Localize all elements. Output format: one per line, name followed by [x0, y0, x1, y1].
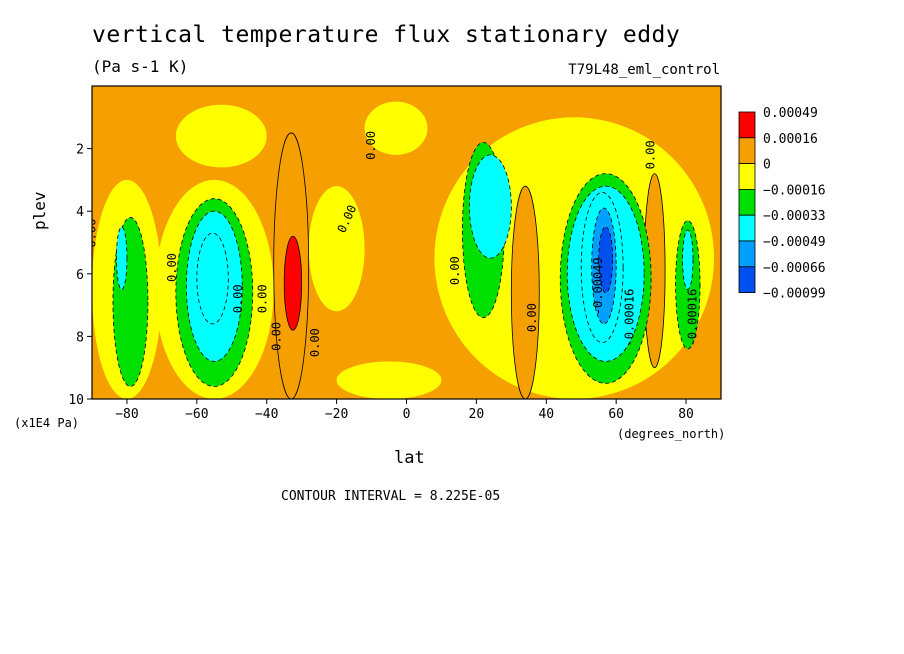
y-tick-label: 10 [68, 393, 84, 408]
colorbar-label: −0.00099 [763, 287, 826, 302]
contour-label: 0.00 [270, 322, 284, 351]
contour-label: 0.00 [525, 303, 539, 332]
x-tick-label: −60 [185, 407, 208, 422]
x-tick-label: 40 [538, 407, 554, 422]
colorbar-label: −0.00016 [763, 183, 826, 198]
units-label: (Pa s-1 K) [92, 57, 189, 76]
x-axis-unit-label: (degrees_north) [617, 427, 726, 441]
contour-label: 0.00 [165, 253, 179, 282]
run-name-label: T79L48_eml_control [568, 62, 720, 78]
contour-region-positive-strong [283, 235, 303, 331]
contour-label: 0.00 [448, 256, 462, 285]
contour-label: 0.00 [256, 284, 270, 313]
colorbar-label: 0 [763, 158, 771, 173]
y-tick-label: 8 [76, 330, 84, 345]
y-axis-unit-label: (x1E4 Pa) [14, 416, 80, 430]
x-tick-label: 20 [469, 407, 485, 422]
contour-region-negative-moderate [682, 229, 694, 290]
contour-region-negative-extreme [598, 226, 614, 293]
colorbar-label: 0.00016 [763, 132, 818, 147]
colorbar-swatch [738, 163, 756, 190]
colorbar-swatch [738, 214, 756, 242]
colorbar-swatch [738, 111, 756, 139]
x-tick-label: 0 [403, 407, 411, 422]
contour-label: 0.00 [364, 131, 378, 160]
x-axis-label: lat [394, 448, 425, 468]
contour-label: -0.00016 [623, 289, 637, 347]
x-tick-label: 60 [608, 407, 624, 422]
colorbar-swatch [738, 266, 756, 293]
colorbar-label: 0.00049 [763, 106, 818, 121]
colorbar-swatch [738, 188, 756, 216]
contour-region-neutral [364, 101, 428, 155]
contour-region-negative-moderate [116, 226, 128, 290]
colorbar-label: −0.00049 [763, 235, 826, 250]
x-tick-label: −40 [255, 407, 278, 422]
chart-title: vertical temperature flux stationary edd… [92, 22, 681, 48]
contour-label: -0.00049 [591, 257, 605, 315]
contour-label: 0.00 [308, 328, 322, 357]
colorbar-label: −0.00066 [763, 261, 826, 276]
contour-region-negative-strong [196, 232, 229, 325]
contour-label: 0.00 [231, 284, 245, 313]
contour-region-negative-moderate [468, 154, 512, 259]
y-tick-label: 6 [76, 268, 84, 283]
x-tick-label: −20 [325, 407, 348, 422]
x-tick-label: 80 [678, 407, 694, 422]
contour-label: -0.00016 [686, 289, 700, 347]
colorbar-swatch [738, 240, 756, 268]
y-tick-label: 4 [76, 205, 84, 220]
y-tick-label: 2 [76, 143, 84, 158]
contour-label: 0.00 [84, 219, 98, 248]
contour-label: 0.00 [644, 140, 658, 169]
contour-region-positive [510, 185, 540, 399]
contour-region-neutral [336, 361, 442, 399]
contour-interval-label: CONTOUR INTERVAL = 8.225E-05 [281, 489, 501, 504]
contour-region-neutral [175, 104, 267, 168]
colorbar-label: −0.00033 [763, 209, 826, 224]
x-tick-label: −80 [115, 407, 138, 422]
colorbar-swatch [738, 137, 756, 165]
contour-region-neutral [308, 186, 365, 312]
